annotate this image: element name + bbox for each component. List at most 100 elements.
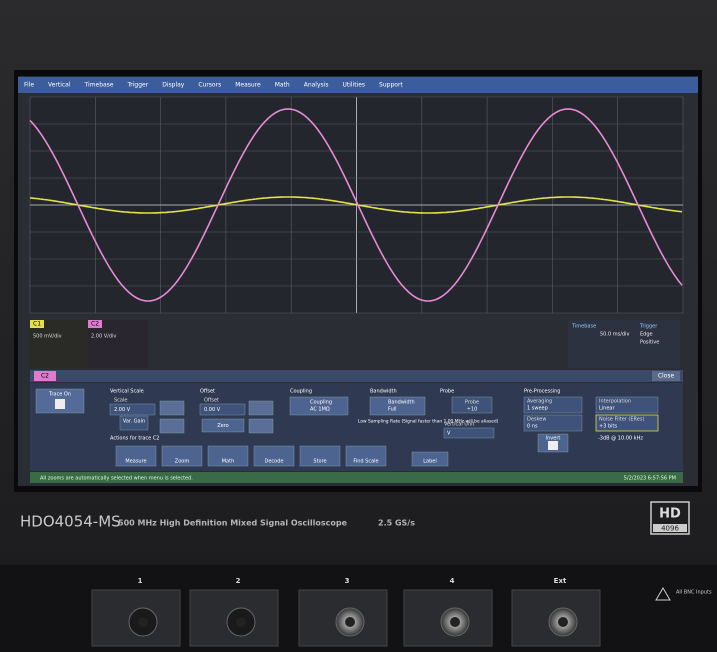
field-value: 0 ns [527,424,538,430]
menu-item[interactable]: Analysis [304,82,329,89]
actions-label: Actions for trace C2 [110,436,160,442]
menu-bar [18,77,698,93]
field-label: Probe [465,400,479,406]
action-label: Math [222,459,235,465]
checkbox [55,399,65,409]
description: 500 MHz High Definition Mixed Signal Osc… [118,519,348,528]
sample-rate: 2.5 GS/s [378,519,415,528]
label-button[interactable] [411,451,449,467]
c2-label: C2 [91,321,99,328]
field-label: Coupling [310,400,332,406]
up-button[interactable] [159,400,185,416]
field-value: V [447,431,451,437]
scale-field[interactable] [109,403,156,416]
panel-header [30,370,683,382]
action-label: Find Scale [353,459,378,465]
action-label: Store [313,459,326,465]
probe-field[interactable] [451,396,493,414]
input-module [298,589,388,647]
interpolation-field[interactable] [595,396,659,414]
noise-filter-field[interactable] [595,414,659,432]
panel-tab-label: C2 [41,373,49,380]
field-value: 2.00 V [114,407,131,413]
unit-field[interactable] [443,427,495,439]
status-message: All zooms are automatically selected whe… [40,476,193,482]
zero-button[interactable] [201,418,245,433]
up-button[interactable] [248,400,274,416]
menu-item[interactable]: Math [275,82,290,89]
action-button[interactable] [207,445,249,467]
field-label: Bandwidth [388,400,415,406]
input-label: 2 [236,577,241,585]
menu-item[interactable]: Vertical [48,82,71,89]
averaging-field[interactable] [523,396,583,414]
menu-item[interactable]: Display [162,82,185,89]
status-timestamp: 5/2/2023 6:57:56 PM [624,476,676,482]
panel-tab[interactable] [34,371,56,381]
input-label: Ext [554,577,567,585]
field-label: Noise Filter (ERes) [599,417,644,423]
field-value: ÷10 [467,407,478,413]
menu-item[interactable]: Cursors [198,82,221,89]
field-label: Deskew [527,417,546,423]
deskew-field[interactable] [523,414,583,432]
checkbox [548,441,558,450]
down-button[interactable] [248,418,274,434]
label-text: Label [423,459,437,465]
menu-item[interactable]: Timebase [84,82,114,89]
timebase-value: 50.0 ms/div [600,332,629,338]
field-label: Interpolation [599,399,631,405]
menu-item[interactable]: Support [379,82,403,89]
bandwidth-note: Low Sampling Rate (Signal faster than 1.… [358,419,499,425]
action-label: Measure [125,459,146,465]
invert-label: Invert [546,436,561,442]
input-label: 1 [138,577,143,585]
badge [650,501,690,535]
section-label: Probe [440,389,454,395]
action-label: Decode [265,459,284,465]
status-bar [30,472,683,483]
var-gain[interactable] [119,415,149,431]
c2-tag [88,320,102,328]
section-label: Coupling [290,389,312,395]
input-label: 3 [345,577,350,585]
c1-tag [30,320,44,328]
menu-item[interactable]: File [24,82,34,89]
field-value: +3 bits [599,424,617,430]
c1-scale: 500 mV/div [33,334,62,340]
down-button[interactable] [159,418,185,434]
menu-item[interactable]: Trigger [127,82,149,89]
action-button[interactable] [115,445,157,467]
bnc-center [450,617,460,627]
c1-trace [29,196,683,214]
close-button[interactable] [652,371,680,381]
bandwidth-button[interactable] [369,396,426,416]
coupling-button[interactable] [289,396,349,416]
menu-item[interactable]: Utilities [342,82,365,89]
c2-scale: 2.00 V/div [91,334,116,340]
close-label: Close [658,373,675,380]
badge-sub: 4096 [661,525,679,533]
badge-text: HD [659,507,681,522]
field-label: Offset [204,398,219,404]
action-button[interactable] [345,445,387,467]
action-button[interactable] [299,445,341,467]
field-value: 0.00 V [204,407,221,413]
field-value: Linear [599,406,615,412]
model: HDO4054-MS [20,513,121,531]
action-button[interactable] [253,445,295,467]
trigger-slope: Positive [640,340,659,346]
bnc-note: All BNC Inputs [676,590,712,596]
field-label: Vertical Unit [444,422,475,428]
trigger-label: Trigger [639,324,658,330]
offset-field[interactable] [199,403,246,416]
zero-label: Zero [217,423,229,429]
action-button[interactable] [161,445,203,467]
action-label: Zoom [175,459,190,465]
menu-item[interactable]: Measure [235,82,261,89]
trace-on-label: Trace On [48,392,71,398]
filter-note: -3dB @ 10.00 kHz [598,436,643,442]
warning-icon [655,587,671,601]
bnc-center [345,617,355,627]
field-value: AC 1MΩ [310,407,330,413]
